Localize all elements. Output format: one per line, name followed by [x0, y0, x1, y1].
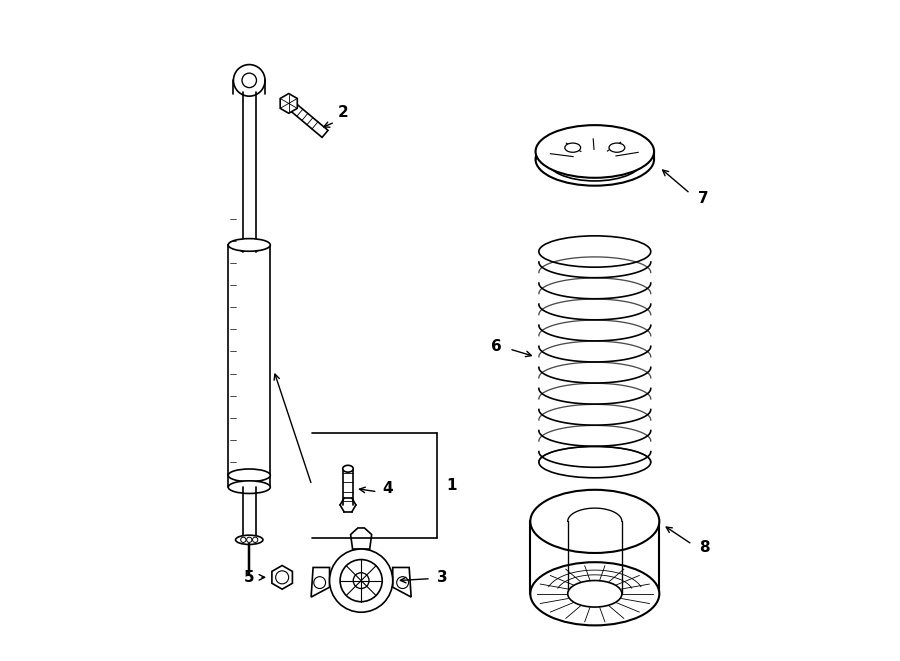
- Polygon shape: [280, 94, 297, 113]
- Ellipse shape: [343, 465, 353, 472]
- Circle shape: [242, 73, 256, 88]
- Ellipse shape: [536, 133, 654, 186]
- Text: 6: 6: [491, 340, 501, 354]
- Polygon shape: [311, 567, 329, 597]
- Circle shape: [233, 65, 265, 96]
- Circle shape: [314, 576, 326, 588]
- Ellipse shape: [530, 563, 660, 625]
- Ellipse shape: [568, 580, 622, 607]
- Ellipse shape: [572, 149, 617, 169]
- Ellipse shape: [546, 137, 644, 181]
- Ellipse shape: [609, 143, 625, 152]
- Circle shape: [340, 560, 382, 602]
- Circle shape: [353, 572, 369, 588]
- Circle shape: [397, 576, 409, 588]
- Text: 7: 7: [698, 191, 708, 206]
- Ellipse shape: [530, 490, 660, 553]
- Text: 5: 5: [244, 570, 255, 585]
- Polygon shape: [286, 100, 328, 137]
- Text: 2: 2: [338, 105, 349, 120]
- Text: 1: 1: [446, 478, 456, 492]
- Ellipse shape: [229, 481, 270, 494]
- Ellipse shape: [536, 125, 654, 178]
- Polygon shape: [272, 565, 292, 589]
- Ellipse shape: [565, 143, 581, 152]
- Text: 8: 8: [698, 540, 709, 555]
- Ellipse shape: [229, 469, 270, 482]
- Ellipse shape: [236, 535, 263, 545]
- Polygon shape: [392, 567, 411, 597]
- Text: 3: 3: [436, 570, 447, 585]
- Circle shape: [240, 537, 246, 543]
- Text: 4: 4: [382, 481, 392, 496]
- Circle shape: [247, 537, 252, 543]
- Circle shape: [253, 537, 257, 543]
- Polygon shape: [351, 528, 372, 549]
- Circle shape: [275, 571, 289, 584]
- Ellipse shape: [229, 239, 270, 251]
- Circle shape: [329, 549, 392, 612]
